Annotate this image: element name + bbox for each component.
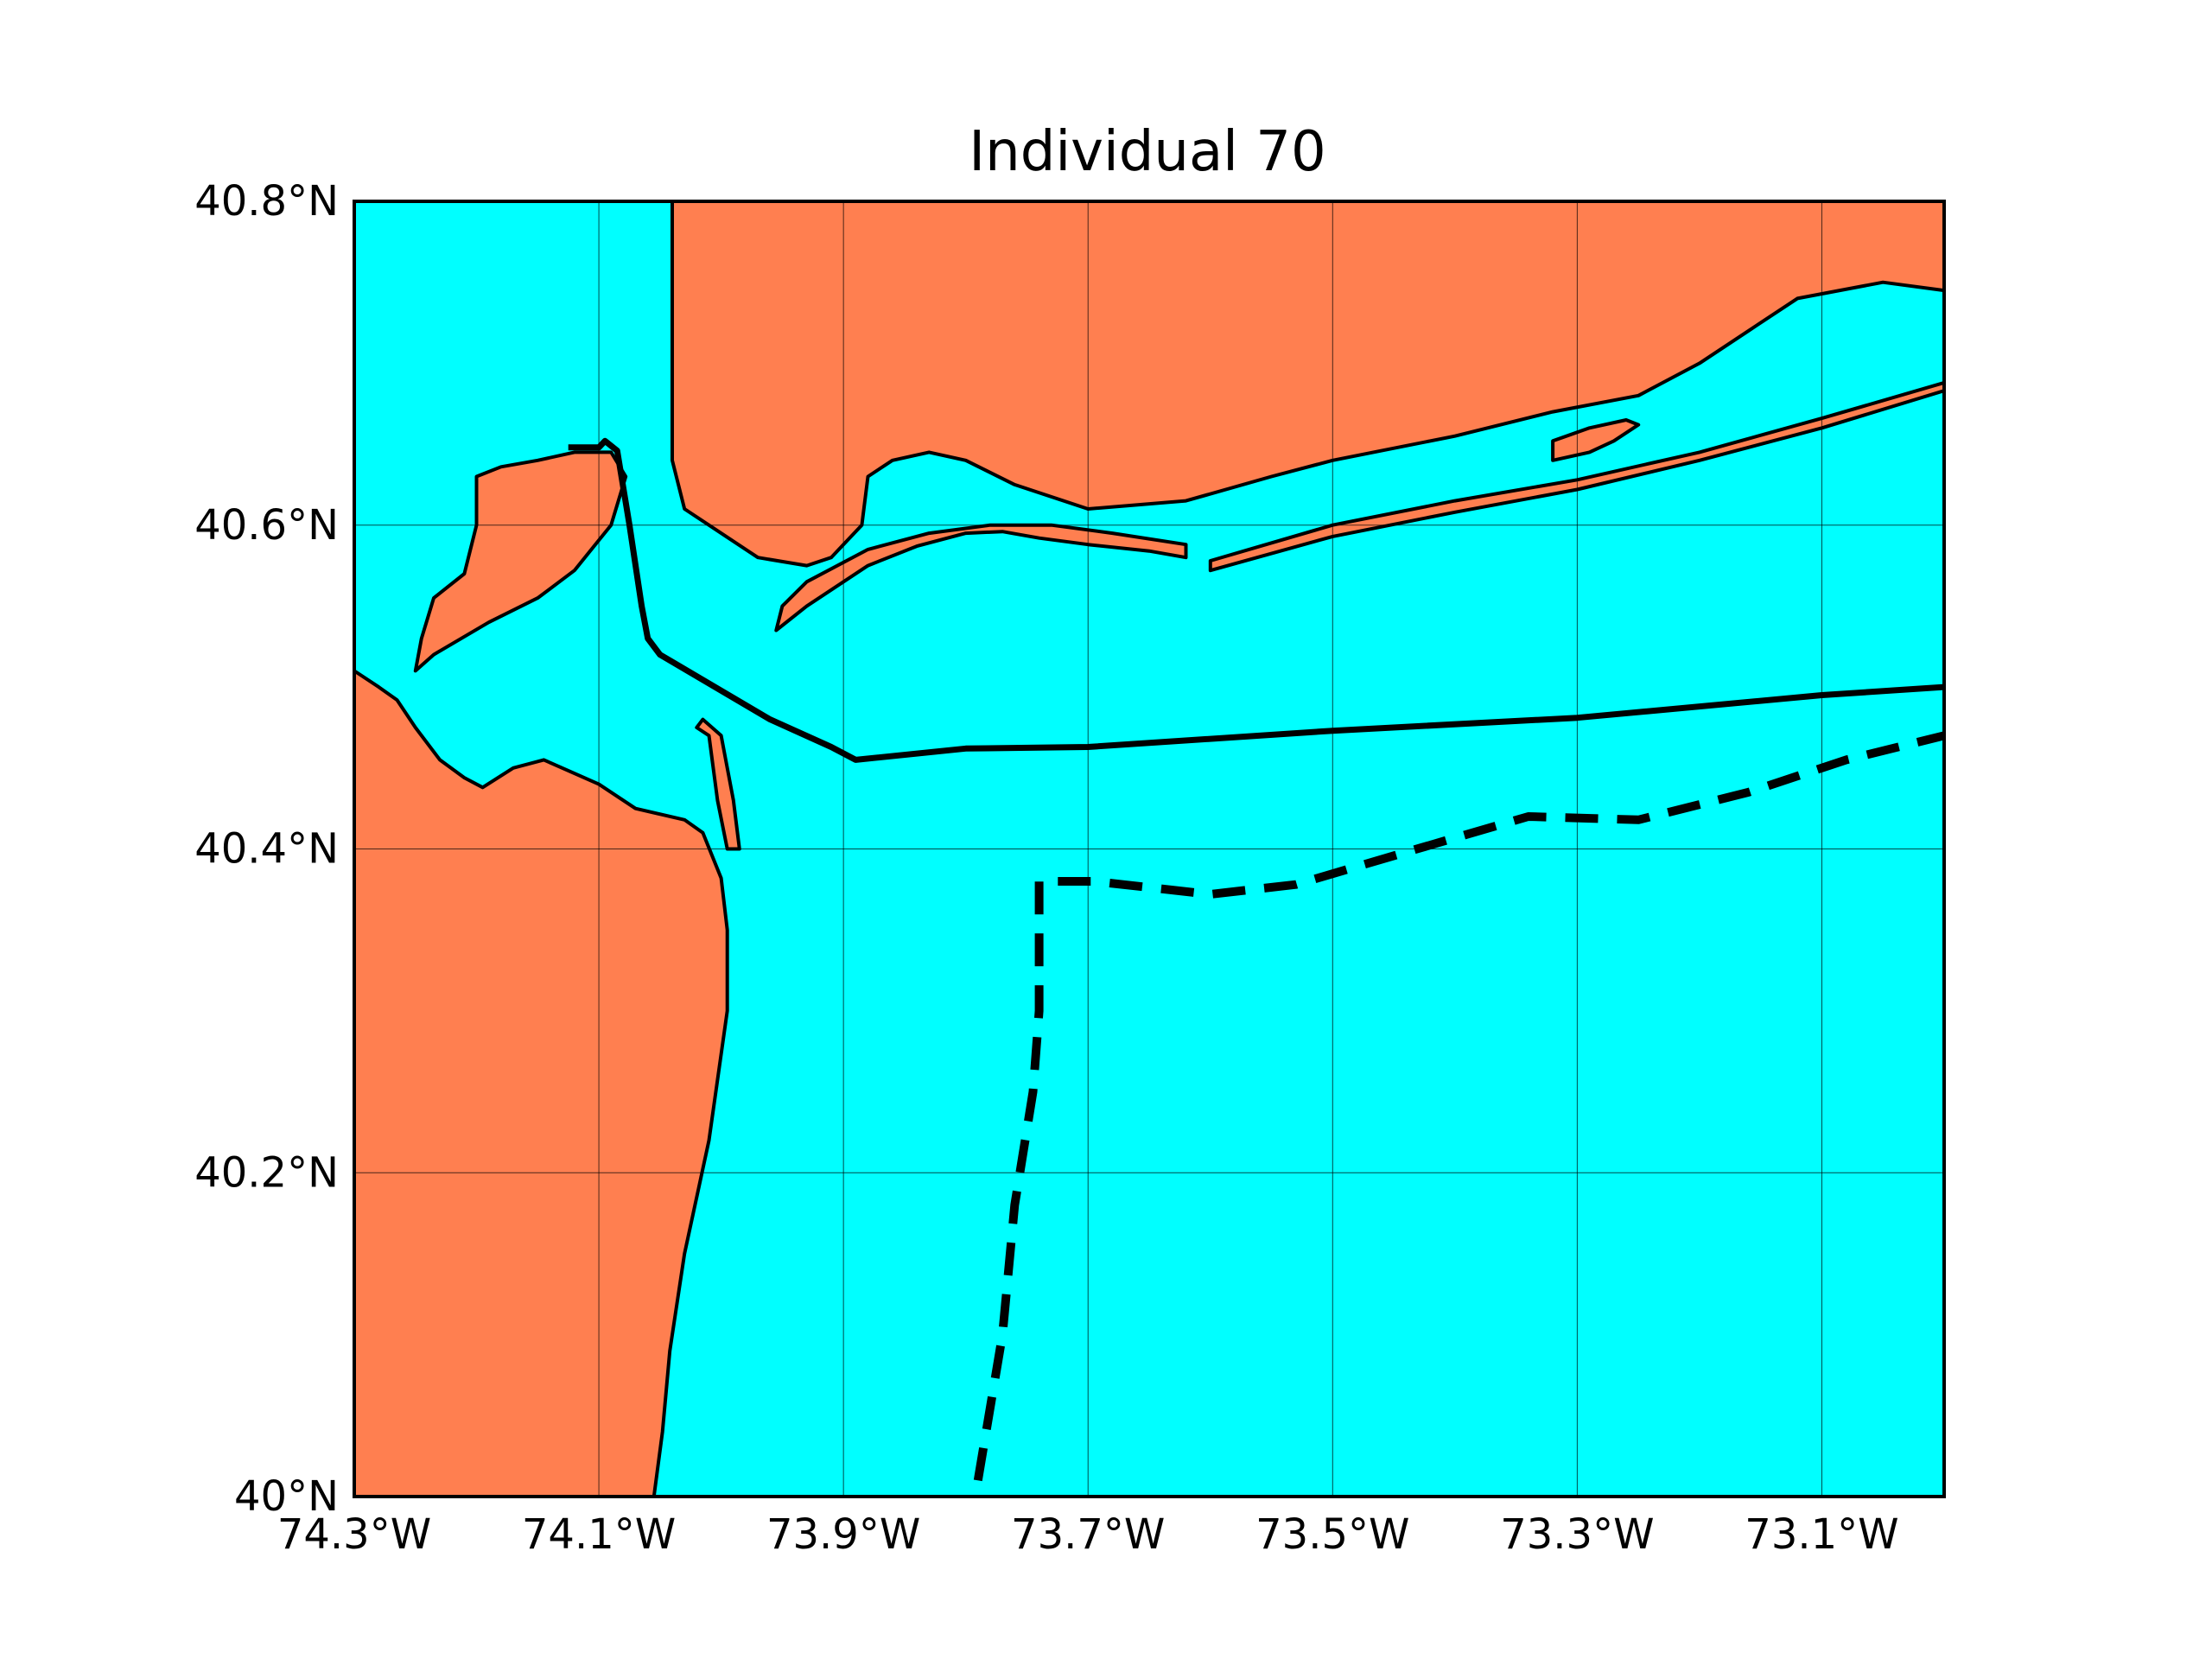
lat-tick-label-3: 40.6°N xyxy=(194,501,339,550)
lon-tick-label-1: 74.1°W xyxy=(522,1510,676,1559)
land-long-beach-barrier xyxy=(774,523,1188,632)
lon-tick-label-6: 73.1°W xyxy=(1745,1510,1898,1559)
route-solid-0 xyxy=(568,437,1944,763)
lon-tick-label-5: 73.3°W xyxy=(1500,1510,1654,1559)
land-fire-island-barrier xyxy=(1208,380,1944,573)
lat-tick-label-0: 40°N xyxy=(234,1472,339,1521)
lat-tick-label-4: 40.8°N xyxy=(194,177,339,226)
lon-tick-labels: 74.3°W 74.1°W 73.9°W 73.7°W 73.5°W 73.3°W 73.1… xyxy=(277,1510,1899,1559)
lon-tick-label-3: 73.7°W xyxy=(1011,1510,1165,1559)
lat-tick-label-1: 40.2°N xyxy=(194,1148,339,1197)
land-staten-island xyxy=(413,450,628,673)
map-title: Individual 70 xyxy=(969,120,1325,184)
lon-tick-label-0: 74.3°W xyxy=(277,1510,431,1559)
plot-frame xyxy=(353,200,1946,1498)
lon-tick-label-4: 73.5°W xyxy=(1255,1510,1409,1559)
lon-tick-label-2: 73.9°W xyxy=(766,1510,920,1559)
route-dashed-1 xyxy=(973,731,1944,1482)
route-layer xyxy=(568,437,1944,1482)
grid-layer xyxy=(354,201,1944,1497)
land-great-south-bay-island xyxy=(1551,418,1641,462)
lat-tick-labels: 40°N 40.2°N 40.4°N 40.6°N 40.8°N xyxy=(194,177,339,1521)
lat-tick-label-2: 40.4°N xyxy=(194,825,339,874)
